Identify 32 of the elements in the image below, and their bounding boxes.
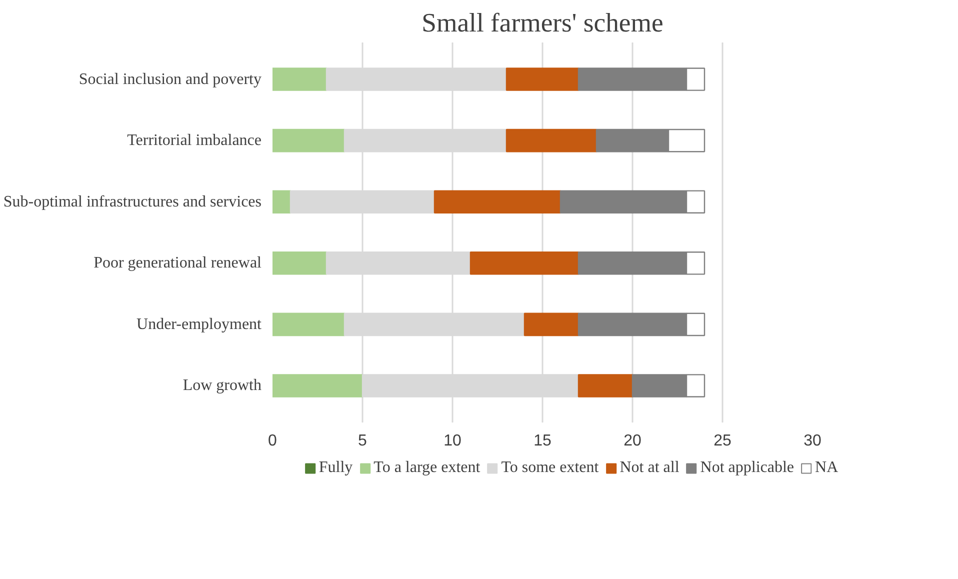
y-tick-label: Poor generational renewal <box>94 254 262 272</box>
bar <box>272 128 346 152</box>
legend-label: To some extent <box>501 459 599 477</box>
bar <box>272 68 328 91</box>
bar <box>470 252 580 275</box>
bar <box>506 128 598 152</box>
bar <box>578 374 634 398</box>
legend-label: Fully <box>318 459 353 477</box>
y-tick-label: Low growth <box>182 377 262 394</box>
x-tick-label: 30 <box>804 432 822 450</box>
bar <box>272 312 346 336</box>
legend-label: Not applicable <box>700 459 794 477</box>
bar <box>524 312 580 336</box>
bar <box>434 190 562 214</box>
x-tick-label: 20 <box>624 432 642 450</box>
x-tick-label: 5 <box>358 432 368 450</box>
x-tick-label: 15 <box>534 432 552 450</box>
bar <box>272 190 292 214</box>
y-tick-label: Social inclusion and poverty <box>78 70 262 88</box>
y-tick-label: Sub-optimal infrastructures and services <box>3 193 262 210</box>
legend-label: To a large extent <box>374 459 480 477</box>
legend-label: Not at all <box>620 459 680 477</box>
bar <box>272 252 328 275</box>
bar <box>272 374 364 398</box>
y-tick-label: Under-employment <box>136 316 262 333</box>
x-tick-label: 25 <box>714 432 732 450</box>
legend-label: NA <box>815 459 838 477</box>
chart-title: Small farmers' scheme <box>422 8 664 38</box>
x-tick-label: 10 <box>444 432 462 450</box>
x-tick-label: 0 <box>268 432 278 450</box>
bar <box>506 68 580 91</box>
y-tick-label: Territorial imbalance <box>127 132 262 150</box>
